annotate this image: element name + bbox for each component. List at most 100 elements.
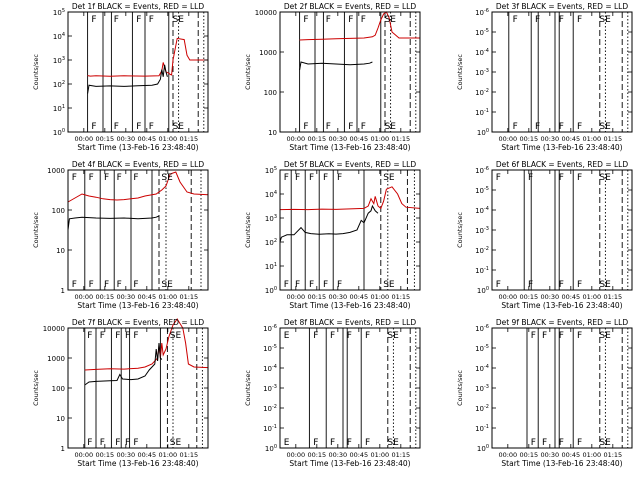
ytick-label: 100 bbox=[477, 444, 489, 453]
ytick-label: 10-3 bbox=[475, 384, 489, 393]
flag-marker-bottom: F bbox=[125, 438, 130, 448]
flag-marker-bottom: E bbox=[284, 438, 290, 448]
flag-marker: F bbox=[559, 15, 564, 25]
flag-marker-bottom: F bbox=[89, 280, 94, 290]
flag-marker-bottom: F bbox=[114, 122, 119, 132]
xtick-label: 01:00 bbox=[582, 135, 601, 143]
ytick-label: 105 bbox=[265, 166, 277, 175]
xtick-label: 00:30 bbox=[328, 135, 347, 143]
ytick-label: 101 bbox=[53, 104, 65, 113]
y-axis-label: Counts/sec bbox=[456, 370, 464, 406]
xtick-label: 00:30 bbox=[540, 135, 559, 143]
ytick-label: 10-5 bbox=[475, 186, 489, 195]
ytick-label: 10-2 bbox=[475, 246, 489, 255]
ytick-label: 10-5 bbox=[475, 28, 489, 37]
ytick-label: 102 bbox=[53, 80, 65, 89]
xtick-label: 00:15 bbox=[95, 451, 114, 459]
series-line bbox=[87, 64, 168, 94]
flag-marker: F bbox=[295, 173, 300, 183]
xtick-label: 01:15 bbox=[391, 451, 410, 459]
ytick-label: 10-6 bbox=[475, 8, 489, 17]
xtick-label: 00:00 bbox=[74, 293, 93, 301]
panel-title: Det 6f BLACK = Events, RED = LLD bbox=[496, 160, 629, 169]
flag-marker-bottom: F bbox=[326, 122, 331, 132]
xtick-label: 01:00 bbox=[158, 135, 177, 143]
flag-marker: F bbox=[365, 331, 370, 341]
flag-marker: F bbox=[133, 173, 138, 183]
flag-marker: F bbox=[347, 331, 352, 341]
flag-marker-bottom: F bbox=[295, 280, 300, 290]
flag-marker-bottom: F bbox=[559, 280, 564, 290]
xtick-label: 01:15 bbox=[603, 135, 622, 143]
panel-title: Det 8f BLACK = Events, RED = LLD bbox=[284, 318, 417, 327]
xtick-label: 00:30 bbox=[540, 451, 559, 459]
flag-marker-bottom: F bbox=[559, 438, 564, 448]
flag-marker: F bbox=[89, 173, 94, 183]
ytick-label: 100 bbox=[52, 207, 65, 215]
flag-marker: F bbox=[303, 15, 308, 25]
plot-frame bbox=[491, 327, 633, 449]
flag-marker: F bbox=[309, 173, 314, 183]
ytick-label: 1000 bbox=[47, 355, 65, 363]
x-axis-label: Start Time (13-Feb-16 23:48:40) bbox=[289, 459, 410, 468]
flag-marker: SE bbox=[387, 331, 399, 341]
flag-marker-bottom: F bbox=[323, 280, 328, 290]
xtick-label: 01:00 bbox=[370, 135, 389, 143]
ytick-label: 10-4 bbox=[475, 48, 489, 57]
x-axis-label: Start Time (13-Feb-16 23:48:40) bbox=[501, 301, 622, 310]
flag-marker: F bbox=[559, 331, 564, 341]
flag-marker: F bbox=[114, 15, 119, 25]
flag-marker-bottom: F bbox=[559, 122, 564, 132]
ytick-label: 103 bbox=[53, 56, 65, 65]
flag-marker-bottom: F bbox=[348, 122, 353, 132]
flag-marker-bottom: F bbox=[528, 280, 533, 290]
flag-marker: F bbox=[117, 173, 122, 183]
ytick-label: 10000 bbox=[43, 325, 65, 333]
flag-marker-bottom: F bbox=[347, 438, 352, 448]
flag-marker: F bbox=[531, 331, 536, 341]
flag-marker: F bbox=[577, 173, 582, 183]
plot-frame bbox=[67, 169, 209, 291]
xtick-label: 00:15 bbox=[307, 293, 326, 301]
flag-marker-bottom: F bbox=[136, 122, 141, 132]
plot-frame bbox=[491, 169, 633, 291]
xtick-label: 00:45 bbox=[561, 135, 580, 143]
flag-marker-bottom: F bbox=[149, 122, 154, 132]
xtick-label: 00:15 bbox=[95, 135, 114, 143]
flag-marker-bottom: F bbox=[577, 438, 582, 448]
ytick-label: 10-2 bbox=[475, 88, 489, 97]
ytick-label: 10-2 bbox=[263, 404, 277, 413]
flag-marker-bottom: F bbox=[542, 438, 547, 448]
y-axis-label: Counts/sec bbox=[456, 212, 464, 248]
x-axis-label: Start Time (13-Feb-16 23:48:40) bbox=[77, 143, 198, 152]
panel-title: Det 2f BLACK = Events, RED = LLD bbox=[284, 2, 417, 11]
flag-marker: F bbox=[323, 173, 328, 183]
xtick-label: 01:15 bbox=[179, 293, 198, 301]
series-line bbox=[299, 61, 373, 71]
xtick-label: 00:45 bbox=[137, 135, 156, 143]
plot-frame bbox=[279, 11, 421, 133]
flag-marker-bottom: F bbox=[133, 438, 138, 448]
plot-frame bbox=[491, 11, 633, 133]
ytick-label: 10-6 bbox=[475, 166, 489, 175]
xtick-label: 00:00 bbox=[286, 293, 305, 301]
flag-marker: F bbox=[87, 331, 92, 341]
plot-frame bbox=[67, 327, 209, 449]
flag-marker: F bbox=[326, 15, 331, 25]
ytick-label: 10-3 bbox=[475, 68, 489, 77]
flag-marker-bottom: F bbox=[117, 280, 122, 290]
flag-marker: F bbox=[91, 15, 96, 25]
xtick-label: 00:30 bbox=[116, 451, 135, 459]
xtick-label: 00:45 bbox=[137, 451, 156, 459]
flag-marker-bottom: SE bbox=[383, 280, 395, 290]
flag-marker-bottom: SE bbox=[161, 280, 173, 290]
flag-marker: SE bbox=[599, 331, 611, 341]
xtick-label: 01:15 bbox=[179, 135, 198, 143]
ytick-label: 1 bbox=[61, 287, 65, 295]
xtick-label: 01:15 bbox=[179, 451, 198, 459]
flag-marker: SE bbox=[170, 331, 182, 341]
ytick-label: 10-2 bbox=[475, 404, 489, 413]
flag-marker: E bbox=[284, 331, 290, 341]
